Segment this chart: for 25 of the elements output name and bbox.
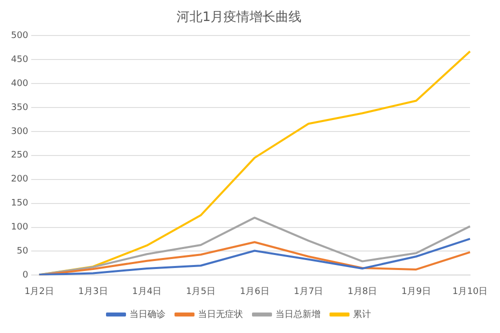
x-tick-label: 1月4日 [132, 286, 162, 297]
x-tick-label: 1月10日 [452, 286, 488, 297]
legend-label: 当日总新增 [276, 308, 320, 320]
legend-label: 当日确诊 [130, 308, 166, 320]
y-tick-label: 450 [10, 54, 28, 65]
x-tick-label: 1月9日 [401, 286, 431, 297]
chart-title: 河北1月疫情增长曲线 [176, 10, 302, 26]
x-tick-label: 1月6日 [240, 286, 270, 297]
x-tick-label: 1月8日 [348, 286, 378, 297]
y-tick-label: 400 [10, 78, 28, 89]
legend-label: 当日无症状 [198, 308, 243, 320]
y-tick-label: 200 [10, 174, 28, 185]
y-tick-label: 350 [10, 102, 28, 113]
x-tick-label: 1月3日 [78, 286, 108, 297]
y-tick-label: 100 [10, 222, 28, 233]
x-tick-label: 1月2日 [24, 286, 54, 297]
y-tick-label: 150 [10, 198, 28, 209]
y-tick-label: 50 [16, 246, 28, 257]
y-tick-label: 250 [10, 150, 28, 161]
legend-label: 累计 [353, 308, 371, 320]
x-tick-label: 1月7日 [294, 286, 324, 297]
y-tick-label: 0 [22, 270, 28, 281]
x-tick-label: 1月5日 [186, 286, 216, 297]
y-tick-label: 300 [10, 126, 28, 137]
y-tick-label: 500 [10, 30, 28, 41]
